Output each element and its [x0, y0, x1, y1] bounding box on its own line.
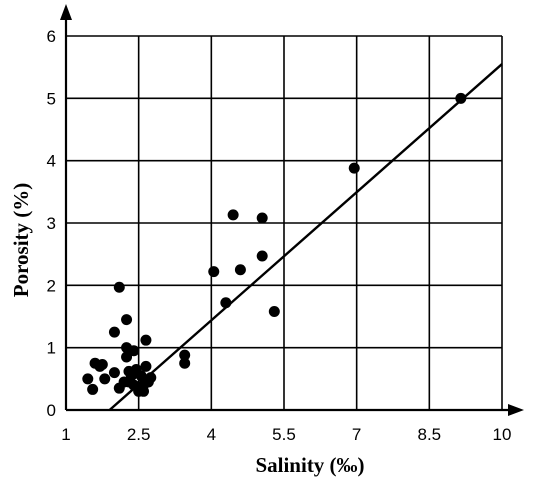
- y-tick-label: 4: [47, 152, 56, 171]
- y-tick-label: 3: [47, 214, 56, 233]
- data-point: [268, 306, 280, 318]
- data-point: [82, 373, 94, 385]
- data-point: [108, 326, 120, 338]
- data-point: [145, 372, 157, 384]
- trendline-group: [108, 63, 503, 411]
- data-point: [179, 349, 191, 361]
- y-tick-label: 6: [47, 27, 56, 46]
- data-point: [256, 250, 268, 262]
- data-point: [348, 162, 360, 174]
- data-point: [140, 334, 152, 346]
- y-tick-label: 1: [47, 339, 56, 358]
- data-point: [121, 351, 133, 363]
- axes: [60, 4, 524, 416]
- y-axis-title: Porosity (%): [9, 183, 33, 298]
- x-axis-title: Salinity (‰): [255, 453, 364, 477]
- x-tick-label: 10: [493, 425, 512, 444]
- data-point: [208, 266, 220, 278]
- data-point: [256, 212, 268, 224]
- data-point: [234, 264, 246, 276]
- x-axis-arrow: [508, 404, 524, 416]
- x-tick-label: 5.5: [272, 425, 296, 444]
- data-point: [455, 92, 467, 104]
- x-tick-label: 2.5: [127, 425, 151, 444]
- y-tick-label: 0: [47, 401, 56, 420]
- data-points: [82, 92, 467, 397]
- y-tick-labels: 0 1 2 3 4 5 6: [47, 27, 56, 420]
- data-point: [121, 314, 133, 326]
- data-point: [135, 370, 147, 382]
- x-tick-labels: 1 2.5 4 5.5 7 8.5 10: [61, 425, 511, 444]
- x-tick-label: 8.5: [418, 425, 442, 444]
- x-tick-label: 7: [352, 425, 361, 444]
- data-point: [128, 345, 140, 357]
- trendline: [108, 63, 503, 411]
- data-point: [179, 357, 191, 369]
- data-point: [113, 281, 125, 293]
- x-tick-label: 4: [207, 425, 216, 444]
- data-point: [140, 360, 152, 372]
- x-tick-label: 1: [61, 425, 70, 444]
- y-tick-label: 5: [47, 89, 56, 108]
- data-point: [227, 209, 239, 221]
- y-tick-label: 2: [47, 276, 56, 295]
- y-axis-arrow: [60, 4, 72, 20]
- data-point: [138, 385, 150, 397]
- data-point: [96, 358, 108, 370]
- data-point: [220, 297, 232, 309]
- data-point: [99, 373, 111, 385]
- data-point: [108, 367, 120, 379]
- grid: [66, 35, 503, 410]
- data-point: [87, 383, 99, 395]
